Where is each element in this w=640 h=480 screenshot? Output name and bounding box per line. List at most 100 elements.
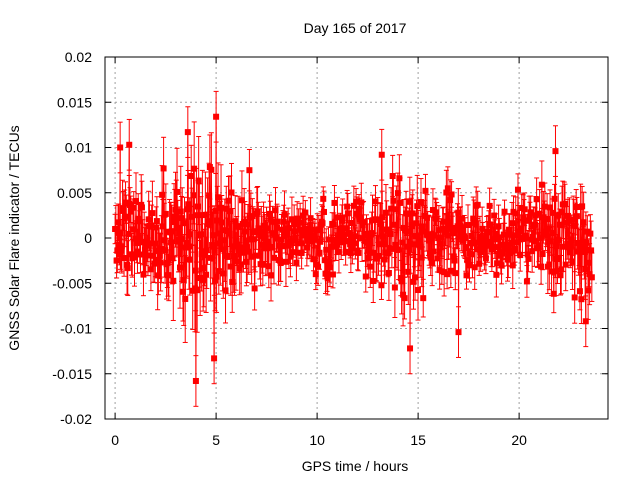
point-marker bbox=[429, 259, 436, 266]
point-marker bbox=[503, 245, 510, 252]
point-marker bbox=[291, 228, 298, 235]
data-point bbox=[117, 121, 124, 174]
point-marker bbox=[195, 177, 202, 184]
point-marker bbox=[248, 253, 255, 260]
point-marker bbox=[185, 256, 192, 263]
point-marker bbox=[550, 230, 557, 237]
point-marker bbox=[140, 271, 147, 278]
point-marker bbox=[417, 199, 424, 206]
data-point bbox=[192, 355, 199, 407]
point-marker bbox=[120, 207, 127, 214]
point-marker bbox=[494, 260, 501, 267]
point-marker bbox=[115, 229, 122, 236]
point-marker bbox=[187, 231, 194, 238]
point-marker bbox=[335, 236, 342, 243]
data-point bbox=[415, 259, 422, 321]
point-marker bbox=[172, 206, 179, 213]
point-marker bbox=[446, 221, 453, 228]
point-marker bbox=[184, 129, 191, 136]
point-marker bbox=[526, 213, 533, 220]
point-marker bbox=[547, 238, 554, 245]
data-point bbox=[127, 187, 134, 224]
point-marker bbox=[192, 267, 199, 274]
point-marker bbox=[272, 207, 279, 214]
point-marker bbox=[491, 212, 498, 219]
data-point bbox=[557, 254, 564, 296]
point-marker bbox=[280, 218, 287, 225]
data-point bbox=[208, 132, 215, 208]
point-marker bbox=[587, 230, 594, 237]
point-marker bbox=[161, 237, 168, 244]
point-marker bbox=[323, 270, 330, 277]
x-tick-label: 0 bbox=[111, 432, 119, 448]
point-marker bbox=[407, 240, 414, 247]
data-point bbox=[213, 90, 220, 143]
point-marker bbox=[312, 236, 319, 243]
point-marker bbox=[422, 187, 429, 194]
point-marker bbox=[412, 274, 419, 281]
point-marker bbox=[171, 219, 178, 226]
point-marker bbox=[194, 203, 201, 210]
point-marker bbox=[226, 208, 233, 215]
point-marker bbox=[465, 258, 472, 265]
point-marker bbox=[529, 234, 536, 241]
point-marker bbox=[244, 221, 251, 228]
point-marker bbox=[570, 216, 577, 223]
point-marker bbox=[266, 210, 273, 217]
point-marker bbox=[547, 204, 554, 211]
point-marker bbox=[355, 249, 362, 256]
point-marker bbox=[267, 215, 274, 222]
point-marker bbox=[328, 243, 335, 250]
point-marker bbox=[194, 287, 201, 294]
point-marker bbox=[491, 236, 498, 243]
point-marker bbox=[306, 231, 313, 238]
point-marker bbox=[574, 239, 581, 246]
point-marker bbox=[174, 188, 181, 195]
point-marker bbox=[126, 141, 133, 148]
point-marker bbox=[560, 243, 567, 250]
point-marker bbox=[399, 239, 406, 246]
point-marker bbox=[462, 244, 469, 251]
point-marker bbox=[115, 219, 122, 226]
point-marker bbox=[556, 221, 563, 228]
point-marker bbox=[190, 192, 197, 199]
point-marker bbox=[350, 202, 357, 209]
point-marker bbox=[470, 215, 477, 222]
point-marker bbox=[420, 295, 427, 302]
point-marker bbox=[255, 225, 262, 232]
point-marker bbox=[244, 244, 251, 251]
point-marker bbox=[315, 226, 322, 233]
data-point bbox=[455, 306, 462, 358]
point-marker bbox=[291, 221, 298, 228]
point-marker bbox=[495, 223, 502, 230]
point-marker bbox=[268, 272, 275, 279]
point-marker bbox=[247, 236, 254, 243]
point-marker bbox=[294, 249, 301, 256]
point-marker bbox=[216, 230, 223, 237]
data-point bbox=[251, 266, 258, 311]
point-marker bbox=[365, 255, 372, 262]
point-marker bbox=[457, 222, 464, 229]
point-marker bbox=[372, 198, 379, 205]
point-marker bbox=[324, 275, 331, 282]
point-marker bbox=[419, 223, 426, 230]
point-marker bbox=[215, 268, 222, 275]
data-point bbox=[525, 245, 532, 273]
point-marker bbox=[484, 238, 491, 245]
point-marker bbox=[113, 257, 120, 264]
point-marker bbox=[261, 228, 268, 235]
point-marker bbox=[576, 288, 583, 295]
point-marker bbox=[337, 225, 344, 232]
point-marker bbox=[310, 256, 317, 263]
point-marker bbox=[523, 278, 530, 285]
point-marker bbox=[118, 243, 125, 250]
point-marker bbox=[235, 223, 242, 230]
data-point bbox=[447, 179, 454, 221]
point-marker bbox=[292, 235, 299, 242]
point-marker bbox=[540, 214, 547, 221]
point-marker bbox=[566, 217, 573, 224]
point-marker bbox=[138, 204, 145, 211]
point-marker bbox=[517, 225, 524, 232]
point-marker bbox=[321, 257, 328, 264]
point-marker bbox=[151, 260, 158, 267]
